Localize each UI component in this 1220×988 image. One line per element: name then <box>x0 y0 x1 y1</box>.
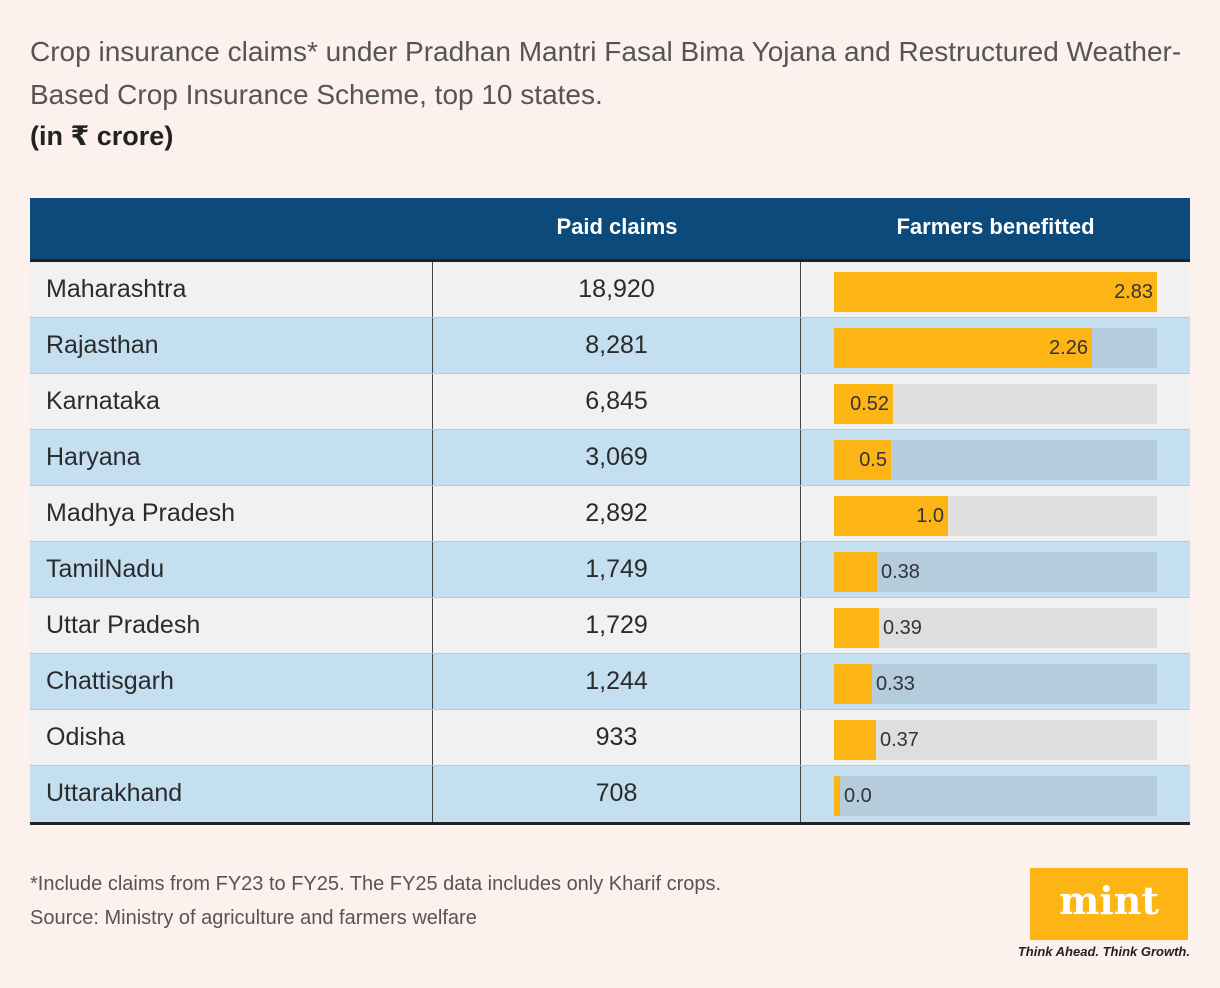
paid-claims-value: 18,920 <box>433 262 801 317</box>
paid-claims-value: 3,069 <box>433 430 801 485</box>
state-name: Rajasthan <box>30 318 433 373</box>
farmers-bar <box>834 496 948 536</box>
table-row: Chattisgarh 1,244 0.33 <box>30 654 1190 710</box>
farmers-value-label: 0.39 <box>883 617 922 639</box>
state-name: Uttarakhand <box>30 766 433 822</box>
farmers-value-label: 2.83 <box>1114 281 1153 303</box>
table-row: Haryana 3,069 0.5 <box>30 430 1190 486</box>
state-name: Haryana <box>30 430 433 485</box>
farmers-bar <box>834 664 872 704</box>
bar-track: 2.26 <box>834 328 1157 368</box>
bar-track: 0.39 <box>834 608 1157 648</box>
farmers-value-label: 0.52 <box>850 393 889 415</box>
source: Source: Ministry of agriculture and farm… <box>30 907 477 929</box>
footnote-block: *Include claims from FY23 to FY25. The F… <box>30 867 721 935</box>
table-row: TamilNadu 1,749 0.38 <box>30 542 1190 598</box>
farmers-value-label: 1.0 <box>916 505 944 527</box>
state-name: Maharashtra <box>30 262 433 317</box>
farmers-bar <box>834 720 876 760</box>
farmers-bar-cell: 0.37 <box>801 710 1190 765</box>
farmers-bar-cell: 0.5 <box>801 430 1190 485</box>
header-farmers-benefitted: Farmers benefitted <box>896 214 1095 239</box>
table-row: Madhya Pradesh 2,892 1.0 <box>30 486 1190 542</box>
paid-claims-value: 2,892 <box>433 486 801 541</box>
bar-track: 0.52 <box>834 384 1157 424</box>
footnote: *Include claims from FY23 to FY25. The F… <box>30 873 722 895</box>
farmers-value-label: 2.26 <box>1049 337 1088 359</box>
farmers-bar-cell: 1.0 <box>801 486 1190 541</box>
header-paid-claims: Paid claims <box>556 214 678 239</box>
paid-claims-value: 1,749 <box>433 542 801 597</box>
farmers-bar-cell: 2.26 <box>801 318 1190 373</box>
bar-track: 0.33 <box>834 664 1157 704</box>
farmers-value-label: 0.0 <box>844 785 872 807</box>
table-row: Uttarakhand 708 0.0 <box>30 766 1190 822</box>
farmers-bar-cell: 0.0 <box>801 766 1190 822</box>
farmers-bar-cell: 0.52 <box>801 374 1190 429</box>
farmers-bar <box>834 608 879 648</box>
table-row: Uttar Pradesh 1,729 0.39 <box>30 598 1190 654</box>
farmers-bar <box>834 440 891 480</box>
paid-claims-value: 933 <box>433 710 801 765</box>
farmers-value-label: 0.5 <box>859 449 887 471</box>
table-body: Maharashtra 18,920 2.83 Rajasthan 8,281 2.26 K… <box>30 262 1190 825</box>
chart-title: Crop insurance claims* under Pradhan Man… <box>30 36 1182 110</box>
paid-claims-value: 1,244 <box>433 654 801 709</box>
table-header: Paid claims Farmers benefitted <box>30 198 1190 262</box>
paid-claims-value: 6,845 <box>433 374 801 429</box>
paid-claims-value: 708 <box>433 766 801 822</box>
paid-claims-value: 1,729 <box>433 598 801 653</box>
farmers-value-label: 0.33 <box>876 673 915 695</box>
bar-track: 2.83 <box>834 272 1157 312</box>
bar-track: 0.37 <box>834 720 1157 760</box>
table-row: Odisha 933 0.37 <box>30 710 1190 766</box>
farmers-value-label: 0.38 <box>881 561 920 583</box>
bar-track: 0.38 <box>834 552 1157 592</box>
farmers-bar <box>834 272 1157 312</box>
state-name: Odisha <box>30 710 433 765</box>
bar-track: 0.0 <box>834 776 1157 816</box>
paid-claims-value: 8,281 <box>433 318 801 373</box>
farmers-value-label: 0.37 <box>880 729 919 751</box>
farmers-bar <box>834 328 1092 368</box>
farmers-bar-cell: 2.83 <box>801 262 1190 317</box>
table-row: Maharashtra 18,920 2.83 <box>30 262 1190 318</box>
table-row: Karnataka 6,845 0.52 <box>30 374 1190 430</box>
logo-tagline: Think Ahead. Think Growth. <box>1017 944 1190 959</box>
bar-track: 1.0 <box>834 496 1157 536</box>
data-table: Paid claims Farmers benefitted Maharasht… <box>30 198 1190 825</box>
farmers-bar-cell: 0.39 <box>801 598 1190 653</box>
unit-label: (in ₹ crore) <box>30 121 174 151</box>
state-name: Madhya Pradesh <box>30 486 433 541</box>
state-name: Karnataka <box>30 374 433 429</box>
farmers-bar <box>834 776 840 816</box>
farmers-bar <box>834 384 893 424</box>
farmers-bar-cell: 0.33 <box>801 654 1190 709</box>
state-name: Chattisgarh <box>30 654 433 709</box>
table-row: Rajasthan 8,281 2.26 <box>30 318 1190 374</box>
state-name: Uttar Pradesh <box>30 598 433 653</box>
mint-logo: mint <box>1030 868 1188 940</box>
bar-track: 0.5 <box>834 440 1157 480</box>
farmers-bar-cell: 0.38 <box>801 542 1190 597</box>
state-name: TamilNadu <box>30 542 433 597</box>
farmers-bar <box>834 552 877 592</box>
